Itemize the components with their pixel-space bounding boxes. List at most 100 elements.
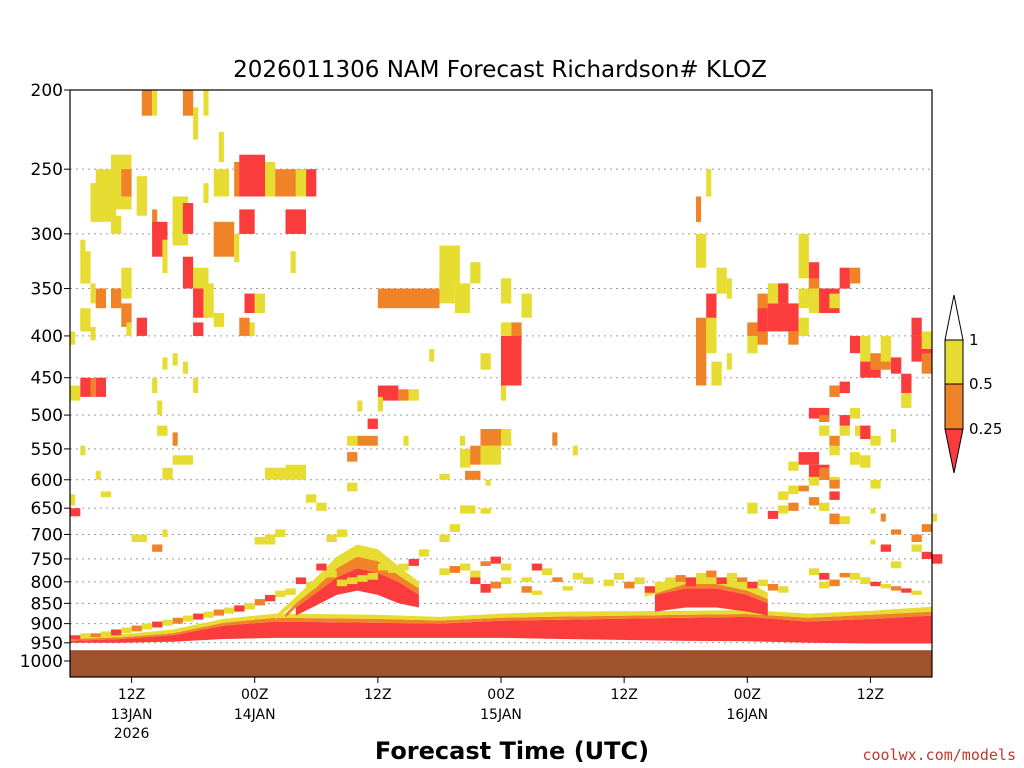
ri-cell — [716, 267, 727, 294]
ri-cell — [182, 615, 194, 622]
ri-cell — [90, 183, 101, 222]
ri-cell — [829, 513, 840, 525]
ri-cell — [70, 635, 81, 640]
y-tick-label: 900 — [31, 615, 63, 635]
ri-cell — [747, 322, 758, 336]
ri-cell — [880, 513, 886, 522]
ri-cell — [465, 470, 481, 480]
ri-cell — [855, 425, 866, 436]
ri-cell — [418, 549, 430, 557]
ri-cell — [152, 209, 158, 234]
ri-cell — [136, 176, 147, 216]
ri-cell — [665, 577, 676, 585]
ri-cell — [182, 361, 188, 374]
ri-cell — [470, 445, 481, 465]
ri-cell — [285, 588, 296, 595]
ri-cell — [839, 425, 850, 436]
ri-cell — [901, 373, 912, 394]
ri-cell — [141, 90, 153, 116]
ri-cell — [377, 385, 399, 401]
ri-cell — [193, 377, 199, 394]
ri-cell — [921, 331, 932, 349]
ri-cell — [80, 239, 86, 257]
ri-cell — [860, 577, 871, 585]
ri-cell — [932, 513, 938, 522]
ri-cell — [131, 625, 142, 632]
ri-cell — [398, 389, 409, 401]
ri-cell — [90, 283, 96, 304]
ri-cell — [829, 579, 840, 587]
ri-cell — [460, 448, 471, 468]
ri-cell — [921, 551, 932, 559]
y-tick-label: 550 — [31, 440, 63, 460]
ri-cell — [95, 377, 106, 397]
x-tick-label: 00Z — [734, 687, 761, 703]
ri-cell — [357, 400, 363, 412]
ri-plume — [295, 568, 419, 616]
ri-cell — [172, 455, 194, 465]
ri-cell — [696, 317, 707, 386]
ri-cell — [265, 594, 276, 602]
ri-cell — [480, 445, 501, 465]
ri-cell — [213, 169, 230, 197]
ri-cell — [449, 566, 460, 573]
ri-cell — [470, 570, 481, 578]
ri-cell — [870, 539, 876, 545]
y-tick-label: 700 — [31, 525, 63, 545]
ri-cell — [757, 293, 768, 309]
legend-swatch-top — [944, 294, 964, 341]
legend-label: 0.25 — [969, 420, 1002, 438]
ri-cell — [911, 317, 922, 336]
ri-cell — [162, 529, 168, 537]
ri-cell — [501, 563, 512, 571]
ri-cell — [285, 209, 306, 234]
x-tick-label: 12Z — [118, 687, 145, 703]
ri-cell — [839, 516, 850, 525]
x-axis: 12Z 13JAN 2026 00Z 14JAN 12Z 00Z 15JAN 12Z 00Z 16J… — [111, 677, 884, 742]
ri-cell — [798, 452, 820, 465]
ri-cell — [819, 502, 830, 511]
ri-cell — [100, 491, 112, 498]
ri-cell — [285, 464, 306, 480]
ri-cell — [613, 572, 625, 580]
ri-cell — [480, 508, 491, 514]
ri-cell — [706, 317, 717, 354]
ri-cell — [249, 322, 255, 336]
ri-cell — [819, 581, 830, 589]
ri-cell — [531, 563, 543, 571]
ri-cell — [572, 572, 584, 580]
ri-cell — [347, 482, 358, 492]
ri-cell — [711, 361, 722, 386]
ri-cell — [326, 534, 337, 542]
y-tick-label: 200 — [31, 81, 63, 101]
ri-cell — [849, 452, 861, 465]
ri-cell — [757, 298, 768, 332]
ri-cell — [239, 209, 255, 234]
ri-cell — [357, 575, 368, 582]
ri-cell — [891, 561, 902, 569]
ri-cell — [839, 381, 850, 394]
ri-cell — [95, 470, 101, 480]
x-tick-label: 00Z — [241, 687, 268, 703]
ri-cell — [808, 476, 820, 486]
ri-cell — [747, 581, 758, 589]
ri-cell — [377, 396, 383, 412]
ri-cell — [121, 303, 132, 327]
ground-layer — [70, 650, 932, 677]
y-tick-label: 250 — [31, 160, 63, 180]
ri-cell — [172, 353, 178, 366]
ri-cell — [747, 502, 758, 514]
ri-cell — [316, 502, 327, 511]
ri-cell — [336, 579, 348, 587]
ri-cell — [891, 357, 902, 374]
ri-cell — [90, 326, 96, 341]
ri-cell — [182, 203, 194, 234]
ri-cell — [911, 534, 922, 542]
ri-cell — [767, 510, 779, 519]
ri-cell — [193, 613, 204, 620]
ri-cell — [552, 577, 563, 582]
ri-cell — [696, 196, 702, 222]
ri-cell — [347, 435, 358, 446]
legend-swatch — [944, 383, 964, 430]
ri-cell — [203, 283, 214, 318]
